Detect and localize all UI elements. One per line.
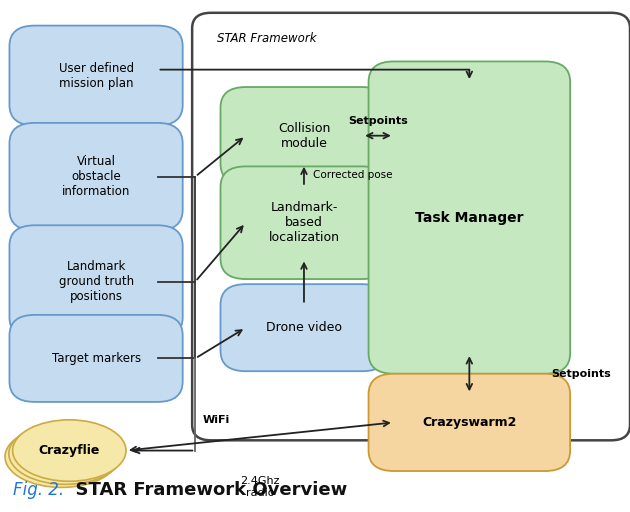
Text: WiFi: WiFi: [203, 415, 230, 425]
FancyBboxPatch shape: [9, 123, 183, 230]
Text: Target markers: Target markers: [52, 352, 140, 365]
Text: Corrected pose: Corrected pose: [314, 170, 393, 180]
Text: User defined
mission plan: User defined mission plan: [59, 61, 134, 90]
Text: STAR Framework Overview: STAR Framework Overview: [63, 481, 347, 499]
Ellipse shape: [5, 426, 118, 487]
Text: 2.4Ghz
radio: 2.4Ghz radio: [240, 476, 280, 498]
Text: Setpoints: Setpoints: [348, 116, 408, 126]
Text: Landmark-
based
localization: Landmark- based localization: [268, 201, 340, 244]
Text: Fig. 2.: Fig. 2.: [13, 481, 64, 499]
FancyBboxPatch shape: [220, 284, 387, 371]
Ellipse shape: [9, 423, 122, 484]
Text: Crazyswarm2: Crazyswarm2: [422, 416, 517, 429]
Text: Crazyflie: Crazyflie: [38, 444, 100, 457]
Text: Setpoints: Setpoints: [551, 369, 611, 379]
Text: Task Manager: Task Manager: [415, 210, 524, 225]
FancyBboxPatch shape: [9, 315, 183, 402]
FancyBboxPatch shape: [369, 374, 570, 471]
FancyBboxPatch shape: [9, 26, 183, 125]
Text: Landmark
ground truth
positions: Landmark ground truth positions: [59, 260, 134, 303]
FancyBboxPatch shape: [9, 225, 183, 338]
Text: Collision
module: Collision module: [278, 122, 330, 150]
Text: Drone video: Drone video: [266, 321, 342, 334]
FancyBboxPatch shape: [369, 61, 570, 374]
Ellipse shape: [13, 420, 126, 481]
FancyBboxPatch shape: [220, 87, 387, 184]
FancyBboxPatch shape: [220, 166, 387, 279]
Text: Virtual
obstacle
information: Virtual obstacle information: [62, 155, 130, 198]
Text: STAR Framework: STAR Framework: [217, 32, 317, 45]
